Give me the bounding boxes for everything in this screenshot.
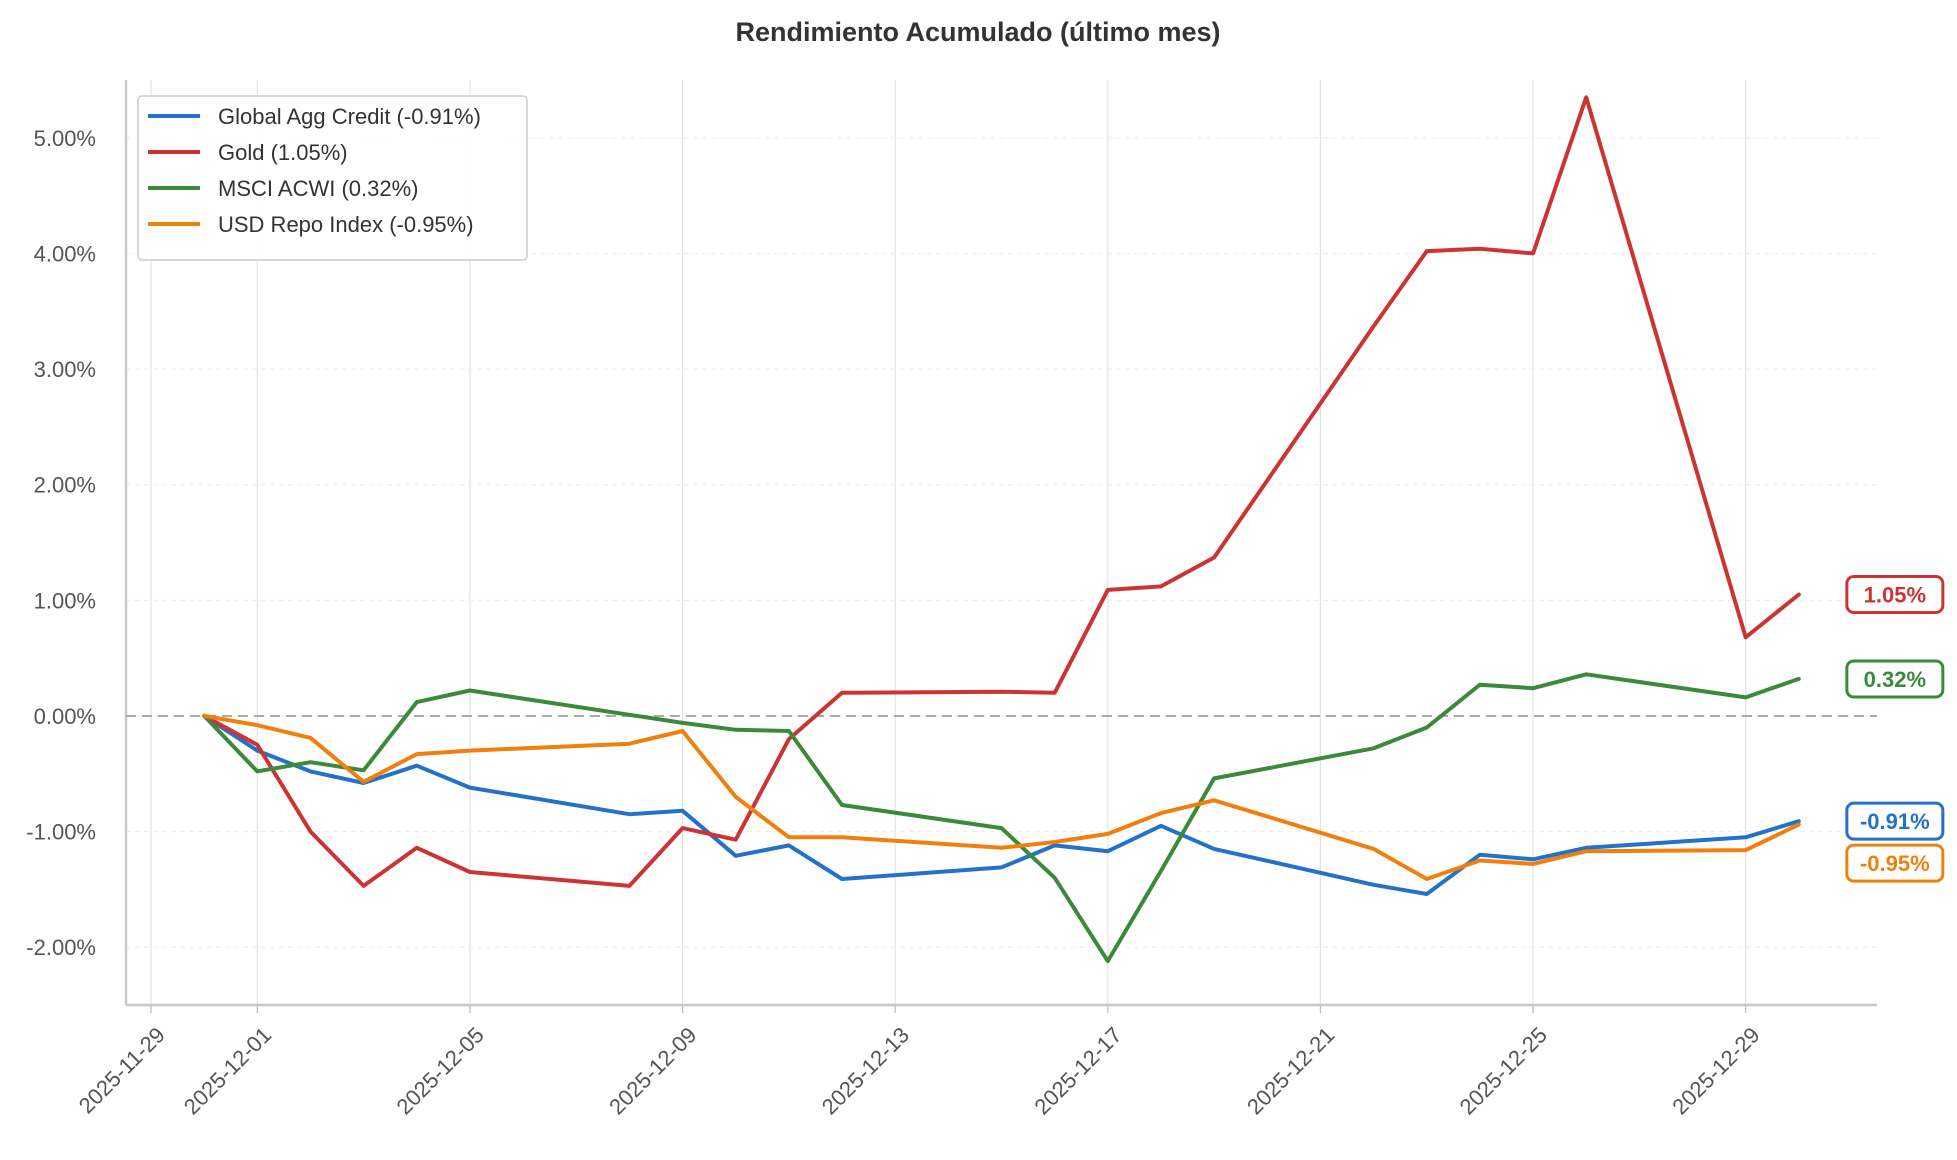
series-line-1	[202, 95, 1801, 888]
legend-label-1: Gold (1.05%)	[218, 140, 348, 165]
chart-title: Rendimiento Acumulado (último mes)	[735, 17, 1220, 47]
y-tick-label: 0.00%	[34, 704, 96, 729]
y-tick-labels: -2.00% -1.00% 0.00% 1.00% 2.00% 3.00% 4.00% 5.0…	[26, 126, 96, 960]
x-tick-labels: 2025-11-29 2025-12-01 2025-12-05 2025-12-09…	[74, 1022, 1765, 1119]
legend: Global Agg Credit (-0.91%) Gold (1.05%) MS…	[137, 95, 528, 261]
end-label-0: -0.91%	[1860, 809, 1930, 834]
y-tick-label: 1.00%	[34, 588, 96, 613]
legend-label-0: Global Agg Credit (-0.91%)	[218, 104, 481, 129]
legend-box	[137, 95, 528, 261]
y-tick-label: 3.00%	[34, 357, 96, 382]
x-tick-label: 2025-12-29	[1667, 1022, 1764, 1119]
x-tick-label: 2025-12-17	[1029, 1022, 1126, 1119]
x-tick-label: 2025-12-09	[604, 1022, 701, 1119]
y-tick-label: -1.00%	[26, 820, 96, 845]
series-line-3	[202, 713, 1801, 881]
end-label-3: -0.95%	[1860, 851, 1930, 876]
y-tick-label: 2.00%	[34, 473, 96, 498]
end-label-box-3	[1845, 843, 1945, 883]
legend-label-2: MSCI ACWI (0.32%)	[218, 176, 418, 201]
x-tick-label: 2025-12-25	[1455, 1022, 1552, 1119]
series-line-2	[202, 672, 1801, 964]
series-line-0	[202, 713, 1801, 896]
legend-label-3: USD Repo Index (-0.95%)	[218, 212, 474, 237]
end-label-box-0	[1845, 801, 1945, 841]
x-tick-label: 2025-11-29	[74, 1022, 170, 1118]
end-label-2: 0.32%	[1864, 667, 1926, 692]
y-tick-label: 5.00%	[34, 126, 96, 151]
y-tick-label: 4.00%	[34, 241, 96, 266]
end-label-box-1	[1845, 575, 1945, 615]
axes	[124, 80, 1877, 1013]
end-label-box-2	[1845, 659, 1945, 699]
end-label-1: 1.05%	[1864, 583, 1926, 608]
x-tick-label: 2025-12-01	[179, 1022, 276, 1119]
series-lines	[202, 95, 1801, 964]
x-tick-label: 2025-12-21	[1242, 1022, 1339, 1119]
y-tick-label: -2.00%	[26, 935, 96, 960]
x-tick-label: 2025-12-05	[392, 1022, 489, 1119]
end-labels: 1.05% 0.32% -0.91% -0.95%	[1845, 575, 1945, 883]
x-tick-label: 2025-12-13	[817, 1022, 914, 1119]
